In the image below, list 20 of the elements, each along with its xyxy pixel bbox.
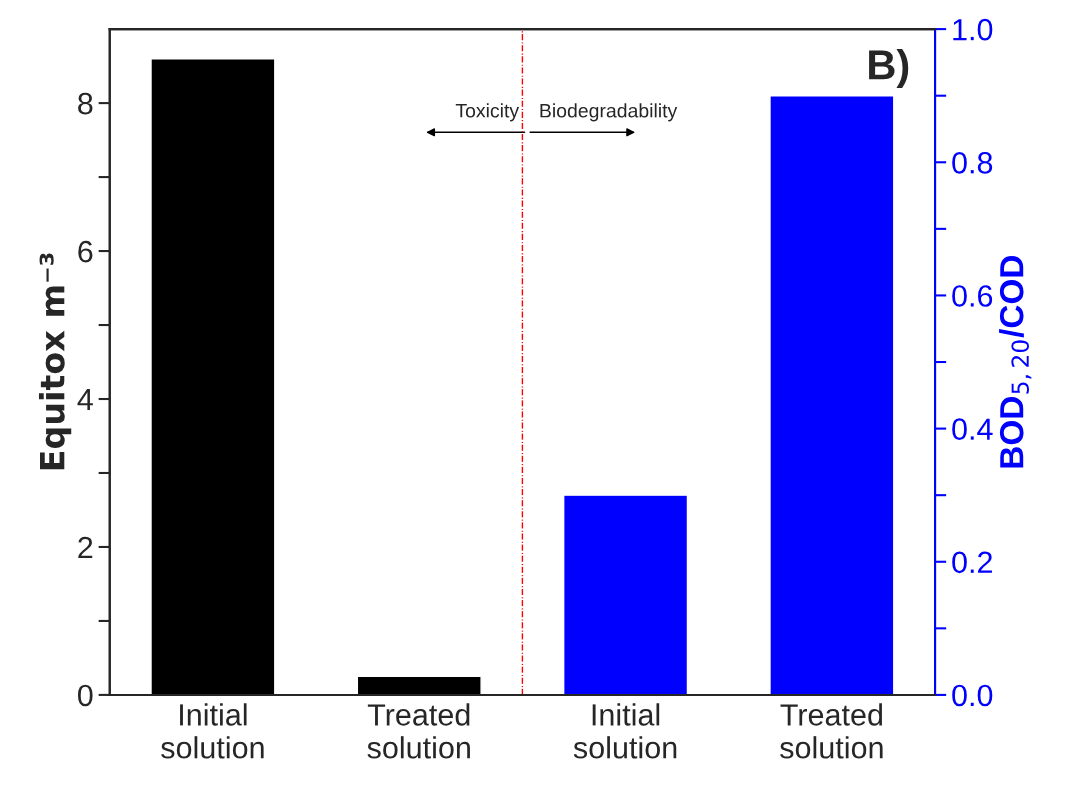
y-tick-label: 8 [78, 92, 93, 115]
y-tick-label: 2 [78, 536, 93, 559]
y2-tick-label: 0.6 [952, 285, 993, 307]
y2-axis-title: BOD$_{5,20}$/COD [999, 255, 1032, 468]
x-tick-label: Initial solution [573, 703, 677, 759]
x-tick-label: Treated solution [367, 703, 470, 759]
y2-tick-label: 1.0 [953, 18, 993, 41]
x-tick-label: Initial solution [161, 703, 264, 759]
y-axis-title: Equitox m⁻³ [38, 253, 72, 470]
annotation: Biodegradability [540, 103, 678, 122]
annotation: Toxicity [455, 103, 520, 122]
y2-tick-label: 0.4 [952, 418, 993, 440]
y2-tick-label: 0.2 [952, 551, 992, 574]
y-tick-label: 6 [78, 240, 93, 263]
y-tick-label: 0 [77, 684, 93, 707]
annotation: B) [869, 49, 909, 88]
y-tick-label: 4 [77, 389, 93, 411]
y2-tick-label: 0.0 [952, 684, 993, 707]
y2-tick-label: 0.8 [952, 152, 993, 174]
x-tick-label: Treated solution [780, 703, 883, 759]
